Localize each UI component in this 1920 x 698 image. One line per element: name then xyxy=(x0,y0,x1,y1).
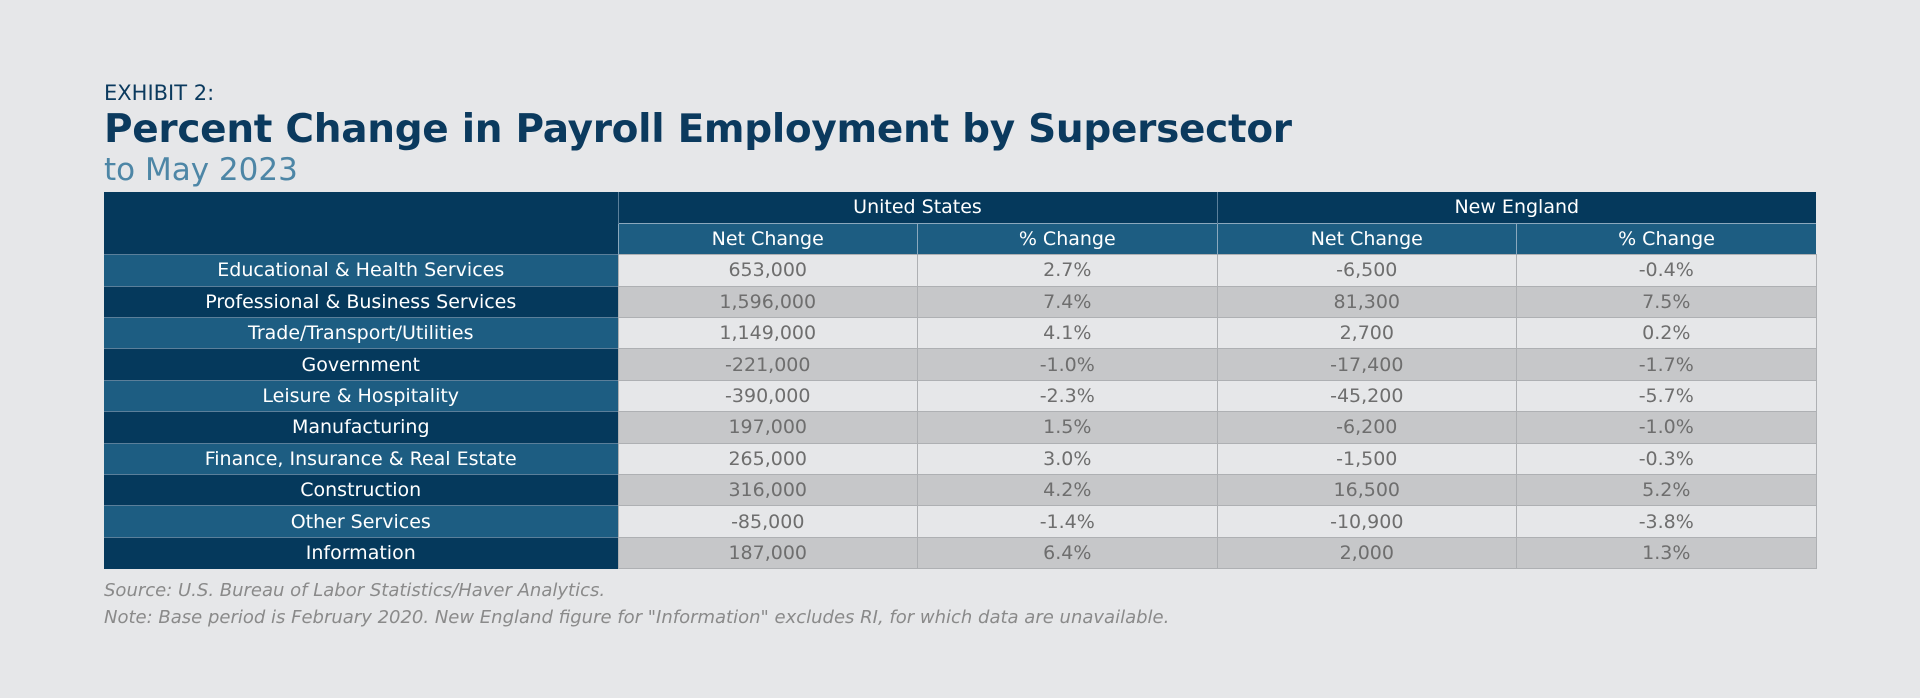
group-header-new-england: New England xyxy=(1216,192,1817,224)
column-header-us-net-change: Net Change xyxy=(617,222,918,255)
ne-net-change-cell: 2,700 xyxy=(1216,317,1517,349)
ne-pct-change-cell: -0.3% xyxy=(1516,442,1817,475)
us-net-change-cell: 316,000 xyxy=(617,474,918,506)
group-header-row: United States New England xyxy=(104,192,1817,255)
ne-pct-change-cell: -0.4% xyxy=(1516,254,1817,287)
ne-pct-change-cell: -3.8% xyxy=(1516,505,1817,538)
footnotes: Source: U.S. Bureau of Labor Statistics/… xyxy=(104,577,1816,631)
chart-title: Percent Change in Payroll Employment by … xyxy=(104,107,1292,152)
table-row: Finance, Insurance & Real Estate 265,000… xyxy=(104,442,1817,475)
ne-pct-change-cell: -5.7% xyxy=(1516,379,1817,412)
exhibit-label: EXHIBIT 2: xyxy=(104,81,215,105)
us-pct-change-cell: 4.2% xyxy=(917,474,1218,506)
row-label: Construction xyxy=(104,474,618,506)
us-net-change-cell: -85,000 xyxy=(617,505,918,538)
us-net-change-cell: 1,596,000 xyxy=(617,285,918,318)
table-row: Construction 316,000 4.2% 16,500 5.2% xyxy=(104,474,1817,506)
ne-pct-change-cell: 7.5% xyxy=(1516,285,1817,318)
us-pct-change-cell: 3.0% xyxy=(917,442,1218,475)
us-net-change-cell: -221,000 xyxy=(617,348,918,381)
row-label: Finance, Insurance & Real Estate xyxy=(104,442,618,475)
us-pct-change-cell: 7.4% xyxy=(917,285,1218,318)
table-row: Information 187,000 6.4% 2,000 1.3% xyxy=(104,536,1817,570)
ne-net-change-cell: 2,000 xyxy=(1216,536,1517,570)
ne-net-change-cell: -1,500 xyxy=(1216,442,1517,475)
us-pct-change-cell: -1.4% xyxy=(917,505,1218,538)
column-header-ne-pct-change: % Change xyxy=(1516,222,1817,255)
ne-net-change-cell: 81,300 xyxy=(1216,285,1517,318)
table-body: Educational & Health Services 653,000 2.… xyxy=(104,254,1817,570)
row-label: Leisure & Hospitality xyxy=(104,379,618,412)
ne-pct-change-cell: -1.7% xyxy=(1516,348,1817,381)
ne-pct-change-cell: 1.3% xyxy=(1516,536,1817,570)
table-row: Educational & Health Services 653,000 2.… xyxy=(104,254,1817,287)
source-note: Source: U.S. Bureau of Labor Statistics/… xyxy=(104,580,606,602)
ne-net-change-cell: -6,500 xyxy=(1216,254,1517,287)
row-label: Manufacturing xyxy=(104,411,618,444)
us-pct-change-cell: -1.0% xyxy=(917,348,1218,381)
ne-net-change-cell: -45,200 xyxy=(1216,379,1517,412)
base-period-note: Note: Base period is February 2020. New … xyxy=(104,607,1170,629)
us-pct-change-cell: 4.1% xyxy=(917,317,1218,349)
row-label: Professional & Business Services xyxy=(104,285,618,318)
row-label: Other Services xyxy=(104,505,618,538)
group-header-us: United States xyxy=(617,192,1218,224)
us-net-change-cell: 265,000 xyxy=(617,442,918,475)
ne-pct-change-cell: 5.2% xyxy=(1516,474,1817,506)
row-label: Information xyxy=(104,536,618,569)
row-label: Educational & Health Services xyxy=(104,254,618,287)
employment-table: United States New England Net Change % C… xyxy=(104,192,1817,570)
row-label: Government xyxy=(104,348,618,381)
us-net-change-cell: 1,149,000 xyxy=(617,317,918,349)
us-pct-change-cell: -2.3% xyxy=(917,379,1218,412)
table-corner-cell xyxy=(104,192,618,255)
ne-pct-change-cell: 0.2% xyxy=(1516,317,1817,349)
us-net-change-cell: 197,000 xyxy=(617,411,918,444)
table-row: Professional & Business Services 1,596,0… xyxy=(104,285,1817,318)
us-net-change-cell: 187,000 xyxy=(617,536,918,570)
column-header-us-pct-change: % Change xyxy=(917,222,1218,255)
us-net-change-cell: -390,000 xyxy=(617,379,918,412)
table-row: Leisure & Hospitality -390,000 -2.3% -45… xyxy=(104,379,1817,412)
column-header-ne-net-change: Net Change xyxy=(1216,222,1517,255)
ne-net-change-cell: -6,200 xyxy=(1216,411,1517,444)
us-net-change-cell: 653,000 xyxy=(617,254,918,287)
chart-subtitle: to May 2023 xyxy=(104,152,298,188)
row-label: Trade/Transport/Utilities xyxy=(104,317,618,349)
ne-pct-change-cell: -1.0% xyxy=(1516,411,1817,444)
us-pct-change-cell: 1.5% xyxy=(917,411,1218,444)
ne-net-change-cell: -17,400 xyxy=(1216,348,1517,381)
column-header-row: Net Change % Change Net Change % Change xyxy=(104,222,1817,255)
table-row: Other Services -85,000 -1.4% -10,900 -3.… xyxy=(104,505,1817,538)
us-pct-change-cell: 6.4% xyxy=(917,536,1218,570)
exhibit-container: EXHIBIT 2: Percent Change in Payroll Emp… xyxy=(104,80,1817,631)
table-row: Government -221,000 -1.0% -17,400 -1.7% xyxy=(104,348,1817,381)
table-row: Trade/Transport/Utilities 1,149,000 4.1%… xyxy=(104,317,1817,349)
us-pct-change-cell: 2.7% xyxy=(917,254,1218,287)
ne-net-change-cell: -10,900 xyxy=(1216,505,1517,538)
table-row: Manufacturing 197,000 1.5% -6,200 -1.0% xyxy=(104,411,1817,444)
ne-net-change-cell: 16,500 xyxy=(1216,474,1517,506)
